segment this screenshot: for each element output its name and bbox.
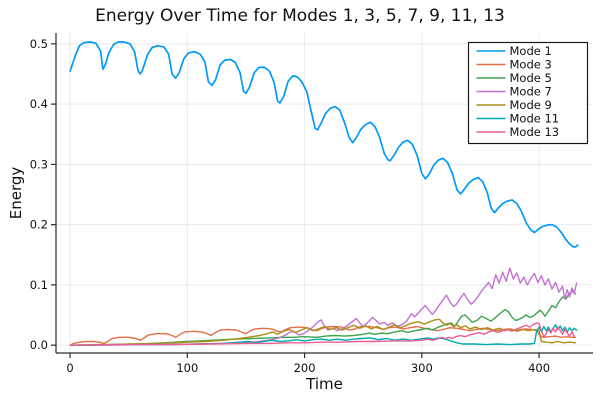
legend-label-2: Mode 3 (510, 58, 552, 72)
y-axis-label: Energy (7, 166, 25, 220)
y-tick-label: 0.3 (30, 157, 48, 171)
series-line-mode-7 (69, 267, 578, 346)
legend-label-6: Mode 11 (510, 112, 560, 126)
legend-label-3: Mode 5 (510, 71, 552, 85)
legend-label-1: Mode 1 (510, 44, 552, 58)
y-tick-label: 0.0 (30, 338, 48, 352)
y-tick-label: 0.2 (30, 218, 48, 232)
legend-label-4: Mode 7 (510, 85, 552, 99)
x-tick-label: 100 (176, 361, 198, 375)
legend-label-5: Mode 9 (510, 98, 552, 112)
series-group (69, 41, 579, 346)
y-tick-label: 0.4 (30, 97, 48, 111)
x-tick-label: 200 (294, 361, 316, 375)
axes: 0 100 200 300 400 0.0 0.1 0.2 0.3 0.4 0.5 (30, 33, 593, 375)
series-line-mode-13 (69, 322, 575, 346)
y-tick-label: 0.1 (30, 278, 48, 292)
legend-label-7: Mode 13 (510, 125, 560, 139)
x-tick-label: 300 (411, 361, 433, 375)
series-line-mode-11 (69, 324, 578, 346)
x-axis-label: Time (306, 375, 343, 393)
series-line-mode-5 (69, 290, 577, 346)
series-line-mode-1 (69, 41, 579, 248)
chart-title: Energy Over Time for Modes 1, 3, 5, 7, 9… (95, 6, 505, 26)
y-tick-label: 0.5 (30, 37, 48, 51)
x-tick-label: 400 (528, 361, 550, 375)
x-tick-label: 0 (66, 361, 73, 375)
legend-box (467, 41, 589, 145)
